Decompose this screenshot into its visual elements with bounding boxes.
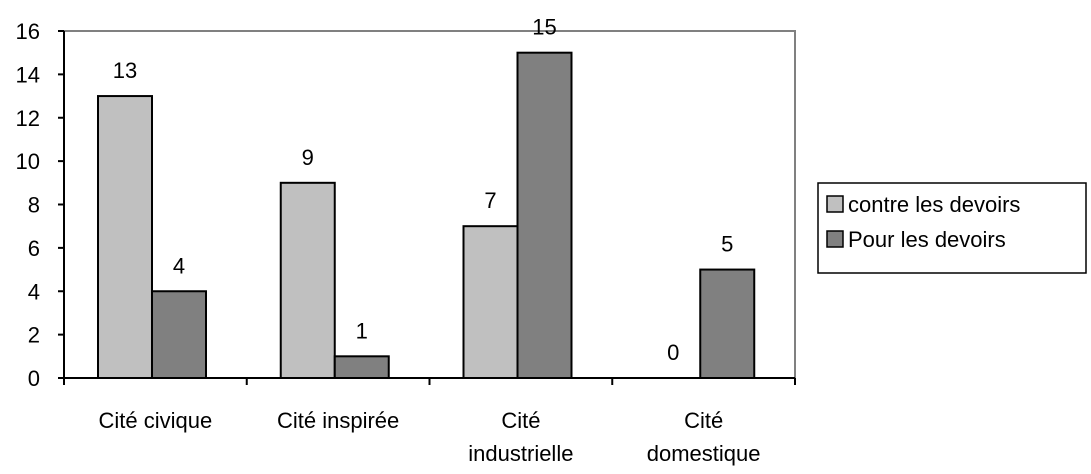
legend-swatch [826, 230, 844, 248]
bar [516, 51, 573, 379]
data-label: 7 [484, 188, 496, 213]
legend: contre les devoirs Pour les devoirs [817, 182, 1087, 274]
y-tick-label: 10 [16, 149, 40, 174]
bar [699, 268, 756, 379]
legend-box [817, 182, 1087, 274]
data-label: 1 [356, 318, 368, 343]
data-label: 0 [667, 340, 679, 365]
category-label: Cité industrielle [468, 408, 573, 466]
bar [462, 225, 519, 379]
bar [333, 355, 390, 379]
data-labels: 13 9 7 0 4 1 15 5 [113, 15, 734, 365]
bar [97, 95, 153, 379]
legend-swatch [826, 195, 844, 213]
data-label: 15 [532, 15, 556, 40]
category-label: Cité civique [99, 408, 213, 433]
bar [279, 181, 336, 379]
x-axis: Cité civique Cité inspirée Cité industriell… [63, 377, 796, 466]
y-tick-label: 14 [16, 62, 40, 87]
legend-label: Pour les devoirs [848, 227, 1006, 252]
y-tick-label: 6 [28, 236, 40, 261]
data-label: 5 [721, 232, 733, 257]
legend-label: contre les devoirs [848, 192, 1020, 217]
category-label: Cité inspirée [277, 408, 399, 433]
y-tick-label: 2 [28, 323, 40, 348]
bars [97, 51, 756, 379]
bar [151, 290, 207, 379]
data-label: 4 [173, 253, 185, 278]
data-label: 13 [113, 58, 137, 83]
category-label: Cité domestique [647, 408, 761, 466]
y-tick-label: 12 [16, 106, 40, 131]
y-tick-label: 4 [28, 279, 40, 304]
data-label: 9 [302, 145, 314, 170]
y-tick-label: 8 [28, 193, 40, 218]
y-tick-label: 16 [16, 19, 40, 44]
y-tick-label: 0 [28, 366, 40, 391]
y-axis: 0 2 4 6 8 10 12 14 16 [16, 19, 65, 391]
